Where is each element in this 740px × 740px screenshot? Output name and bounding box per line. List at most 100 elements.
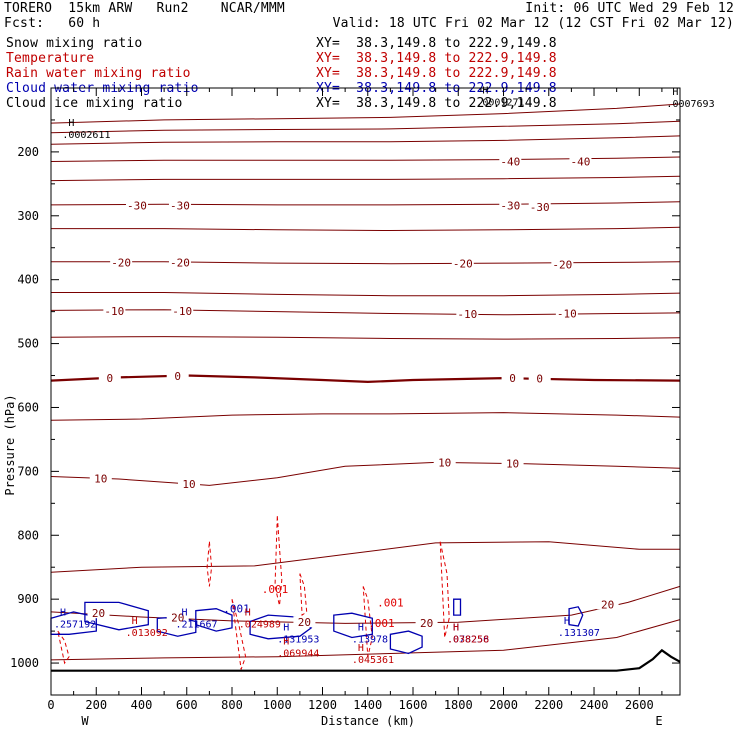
extremum-h-marker: H xyxy=(358,643,364,654)
legend-temperature: Temperature xyxy=(6,51,95,66)
cloud-water-contour xyxy=(568,606,584,627)
rain-water-contour xyxy=(299,573,308,617)
extremum-h-marker: H xyxy=(60,607,66,618)
extremum-value: .131953 xyxy=(277,635,319,646)
contour-label: 20 xyxy=(420,617,433,630)
extremum-h-marker: H xyxy=(132,616,138,627)
extremum-value: .13978 xyxy=(352,635,388,646)
contour-label-bg xyxy=(89,472,112,484)
y-tick-label: 500 xyxy=(17,337,39,351)
legend-snow: Snow mixing ratio xyxy=(6,36,143,51)
contour-label: 10 xyxy=(438,456,451,469)
contour-label: 20 xyxy=(298,616,311,629)
x-tick-label: 1400 xyxy=(353,698,382,712)
model-title: TORERO 15km ARW Run2 NCAR/MMM xyxy=(4,1,285,16)
isotherm-line xyxy=(50,619,681,661)
isotherm-line xyxy=(50,135,681,145)
contour-label-bg xyxy=(596,598,619,610)
contour-label: 0 xyxy=(509,372,516,385)
contour-label-bg xyxy=(103,304,126,316)
extremum-h-marker: H xyxy=(283,623,289,634)
x-tick-label: 1200 xyxy=(308,698,337,712)
contour-label: -20 xyxy=(111,256,131,269)
contour-label-bg xyxy=(415,616,438,628)
cloud-water-contour xyxy=(453,598,462,616)
contour-label: -30 xyxy=(127,200,147,213)
xy-rain: XY= 38.3,149.8 to 222.9,149.8 xyxy=(316,66,557,81)
x-axis-title: Distance (km) xyxy=(321,714,415,728)
valid-time: Valid: 18 UTC Fri 02 Mar 12 (12 CST Fri … xyxy=(332,16,734,31)
contour-label: -20 xyxy=(552,258,572,271)
extremum-value: .257192 xyxy=(54,619,96,630)
x-tick-label: 1600 xyxy=(399,698,428,712)
isotherm-line xyxy=(50,309,681,316)
extremum-h-marker: H xyxy=(283,637,289,648)
y-tick-label: 600 xyxy=(17,400,39,414)
contour-label: 0 xyxy=(174,370,181,383)
extremum-h-marker: H xyxy=(672,87,678,98)
contour-label: -30 xyxy=(500,200,520,213)
y-tick-label: 900 xyxy=(17,592,39,606)
contour-label: -30 xyxy=(530,201,550,214)
contour-label: 10 xyxy=(94,472,107,485)
y-tick-label: 1000 xyxy=(10,656,39,670)
xy-snow: XY= 38.3,149.8 to 222.9,149.8 xyxy=(316,36,557,51)
x-tick-label: 2200 xyxy=(534,698,563,712)
isotherm-line xyxy=(50,461,681,486)
legend-rain: Rain water mixing ratio xyxy=(6,66,191,81)
rain-water-contour xyxy=(439,541,450,638)
contour-label-bg xyxy=(166,611,189,623)
x-tick-label: 1000 xyxy=(263,698,292,712)
x-tick-label: 2400 xyxy=(580,698,609,712)
extremum-h-marker: H xyxy=(453,623,459,634)
terrain-line xyxy=(51,648,681,672)
isotherm-line xyxy=(50,336,681,340)
extremum-h-marker: H xyxy=(181,607,187,618)
cloud-contour-label: .001 xyxy=(223,603,250,616)
contour-label-bg xyxy=(433,456,456,468)
contour-label: -10 xyxy=(457,308,477,321)
y-tick-label: 700 xyxy=(17,464,39,478)
rain-contour-label: .001 xyxy=(262,583,289,596)
extremum-value: .0002611 xyxy=(62,130,110,141)
rain-water-contour xyxy=(231,599,247,670)
contour-label-bg xyxy=(501,457,524,469)
isotherm-line xyxy=(51,226,681,232)
contour-label-bg xyxy=(528,200,551,212)
extremum-value: .069944 xyxy=(277,649,319,660)
x-tick-label: 800 xyxy=(221,698,243,712)
extremum-value: .013092 xyxy=(126,628,168,639)
extremum-h-marker: H xyxy=(482,85,488,96)
x-tick-label: 1800 xyxy=(444,698,473,712)
isotherm-line xyxy=(50,585,681,624)
contour-label-bg xyxy=(451,257,474,269)
x-tick-label: 600 xyxy=(176,698,198,712)
contour-label-bg xyxy=(551,258,574,270)
extremum-value: .024989 xyxy=(239,619,281,630)
xy-cloud-ice: XY= 38.3,149.8 to 222.9,149.8 xyxy=(316,96,557,111)
contour-label-bg xyxy=(87,607,110,619)
extremum-h-marker: H xyxy=(564,616,570,627)
isotherm-line xyxy=(51,292,681,297)
init-time: Init: 06 UTC Wed 29 Feb 12 xyxy=(525,1,734,16)
contour-label-bg xyxy=(171,304,194,316)
contour-label-bg xyxy=(555,307,578,319)
extremum-value: .038258 xyxy=(447,635,489,646)
isotherm-line xyxy=(50,175,681,182)
rain-water-group xyxy=(57,516,450,670)
isotherm-line xyxy=(50,120,681,134)
x-tick-label: 400 xyxy=(131,698,153,712)
contour-label-bg xyxy=(110,256,133,268)
contour-label-bg xyxy=(528,372,551,384)
isotherm-line xyxy=(50,103,681,124)
cloud-water-contour xyxy=(333,612,373,639)
contour-label-bg xyxy=(168,256,191,268)
contour-label: 20 xyxy=(92,607,105,620)
isotherm-line xyxy=(50,541,680,573)
legend-cloud-ice: Cloud ice mixing ratio xyxy=(6,96,183,111)
extremum-value: .0001271 xyxy=(476,97,524,108)
extremum-value: .045361 xyxy=(352,655,394,666)
contour-label: 20 xyxy=(601,598,614,611)
cloud-water-contour xyxy=(195,608,233,632)
